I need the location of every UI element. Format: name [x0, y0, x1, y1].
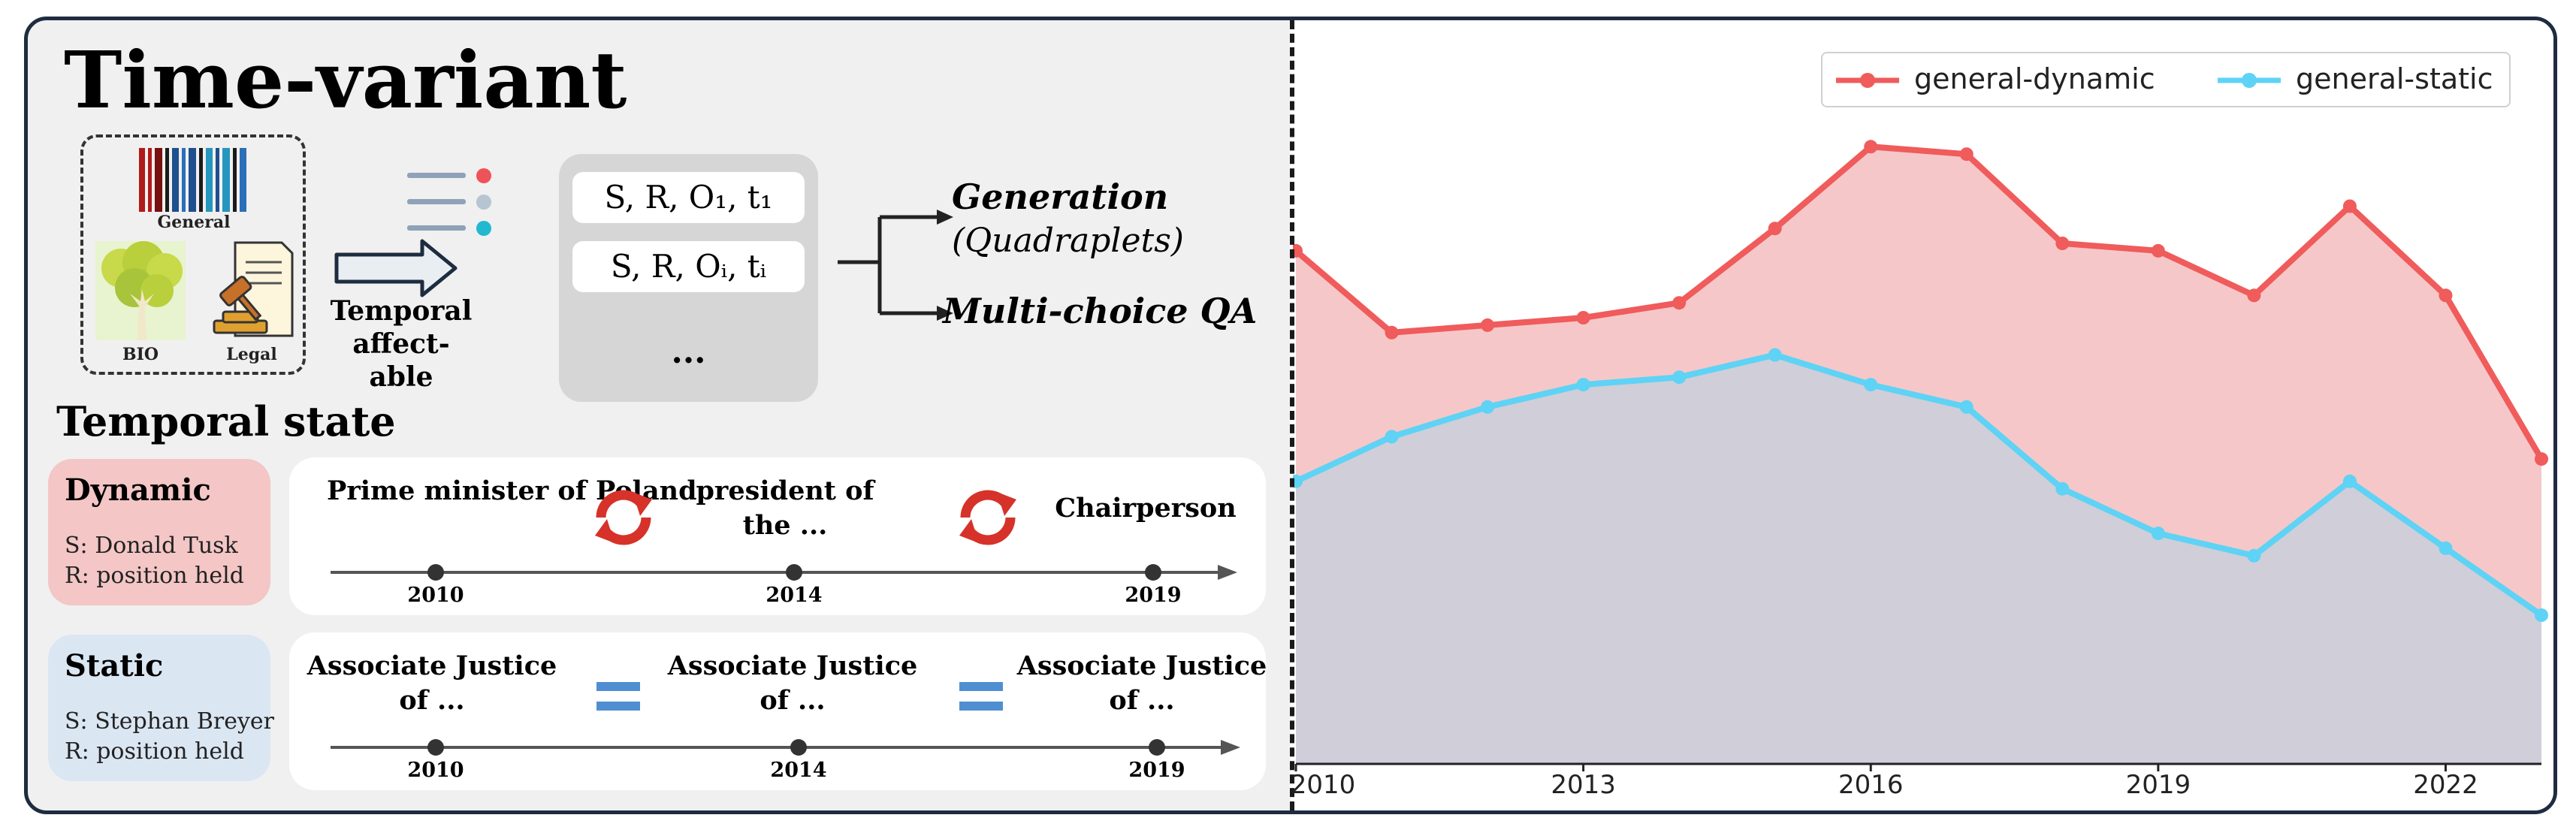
point-general-dynamic-2012: [1481, 318, 1495, 332]
point-general-static-2022: [2439, 541, 2453, 555]
legend-swatch-static: [2218, 73, 2281, 88]
knowledge-source-box: General BIO Legal: [80, 134, 306, 375]
point-general-dynamic-2018: [2055, 237, 2070, 250]
bio-tree-icon: [95, 241, 186, 340]
point-general-static-2013: [1576, 378, 1590, 392]
line-general-static: [1294, 352, 2544, 618]
static-subject: S: Stephan Breyer: [65, 708, 275, 735]
figure-title: Time-variant: [64, 34, 627, 126]
area-general-static: [1296, 355, 2541, 764]
point-general-static-2023: [2535, 608, 2548, 622]
point-general-dynamic-2011: [1385, 325, 1399, 340]
static-label-2014: Associate Justice of ...: [667, 650, 918, 716]
point-general-dynamic-2020: [2247, 288, 2261, 303]
static-relation: R: position held: [65, 738, 244, 765]
mcqa-label: Multi-choice QA: [943, 291, 1258, 331]
static-timeline-box: Associate Justice of ... Associate Justi…: [289, 632, 1267, 790]
dynamic-subject: S: Donald Tusk: [65, 533, 238, 559]
point-general-dynamic-2010: [1293, 243, 1303, 258]
equals-icon: [596, 682, 640, 711]
static-title: Static: [65, 648, 164, 684]
dynamic-relation: R: position held: [65, 563, 244, 589]
chart-legend: general-dynamic general-static: [1821, 52, 2511, 107]
point-general-static-2019: [2151, 527, 2165, 541]
point-general-static-2017: [1959, 400, 1974, 414]
panel-divider: [1290, 20, 1294, 810]
area-chart: [1293, 140, 2548, 771]
static-label-2019: Associate Justice of ...: [1016, 650, 1267, 716]
generation-label: Generation: [952, 177, 1169, 217]
static-timeline-axis: [331, 739, 1240, 756]
point-general-static-2021: [2342, 474, 2357, 488]
point-general-static-2016: [1864, 378, 1878, 392]
point-general-static-2012: [1481, 400, 1495, 414]
point-general-static-2011: [1385, 430, 1399, 444]
dynamic-year-2014: 2014: [766, 584, 823, 607]
right-arrow-icon: [334, 239, 458, 297]
point-general-dynamic-2022: [2439, 288, 2453, 303]
dynamic-timeline-axis: [331, 564, 1237, 581]
quadruplet-ellipsis: ...: [671, 333, 706, 371]
point-general-dynamic-2017: [1959, 147, 1974, 161]
point-general-static-2014: [1672, 370, 1687, 385]
bio-label: BIO: [122, 345, 159, 364]
point-general-static-2015: [1768, 348, 1782, 362]
temporal-affectable-label: Temporal affect-able: [330, 295, 473, 393]
point-general-static-2010: [1293, 474, 1303, 488]
temporal-state-heading: Temporal state: [56, 397, 396, 445]
list-icon: [407, 168, 491, 236]
dynamic-state-box: Dynamic S: Donald Tusk R: position held: [48, 459, 270, 605]
static-year-2014: 2014: [770, 759, 827, 782]
x-tick-label-2016: 2016: [1838, 770, 1904, 800]
general-barcode-icon: [139, 148, 246, 212]
point-general-dynamic-2015: [1768, 222, 1782, 236]
quadruplet-first: S, R, O₁, t₁: [572, 172, 805, 223]
static-state-box: Static S: Stephan Breyer R: position hel…: [48, 635, 274, 781]
change-cycle-icon: [959, 490, 1016, 545]
static-label-2010: Associate Justice of ...: [307, 650, 557, 716]
dynamic-label-2014: president of the ...: [696, 475, 874, 541]
branch-arrow-icon: [838, 210, 953, 321]
point-general-dynamic-2013: [1576, 311, 1590, 324]
legend-swatch-dynamic: [1836, 73, 1899, 88]
dynamic-label-2010: Prime minister of Poland: [327, 475, 697, 506]
generation-sub-label: (Quadraplets): [952, 222, 1184, 260]
static-year-2019: 2019: [1128, 759, 1185, 782]
dynamic-timeline-box: Prime minister of Poland president of th…: [289, 457, 1266, 615]
point-general-dynamic-2023: [2535, 452, 2548, 466]
point-general-dynamic-2016: [1864, 140, 1878, 154]
x-tick-label-2019: 2019: [2125, 770, 2191, 800]
dynamic-title: Dynamic: [65, 472, 211, 508]
legend-label-static: general-static: [2296, 62, 2493, 95]
dynamic-year-2010: 2010: [407, 584, 464, 607]
point-general-dynamic-2019: [2151, 243, 2165, 258]
x-tick-label-2022: 2022: [2413, 770, 2478, 800]
line-general-dynamic: [1294, 143, 2544, 461]
point-general-dynamic-2014: [1672, 296, 1687, 310]
figure-frame: Time-variant General BIO: [24, 17, 2557, 814]
static-year-2010: 2010: [407, 759, 464, 782]
quadruplet-ith: S, R, Oᵢ, tᵢ: [572, 241, 805, 292]
legend-label-dynamic: general-dynamic: [1914, 62, 2155, 95]
quadruplet-box: S, R, O₁, t₁ S, R, Oᵢ, tᵢ ...: [559, 154, 818, 402]
legal-document-icon: [213, 241, 294, 337]
point-general-static-2020: [2247, 548, 2261, 563]
legal-label: Legal: [226, 345, 277, 364]
point-general-static-2018: [2055, 481, 2070, 496]
x-tick-label-2013: 2013: [1551, 770, 1616, 800]
dynamic-label-2019: Chairperson: [1055, 493, 1237, 524]
equals-icon: [959, 682, 1003, 711]
x-tick-label-2010: 2010: [1290, 770, 1356, 800]
dynamic-year-2019: 2019: [1125, 584, 1182, 607]
change-cycle-icon: [595, 490, 652, 545]
general-label: General: [157, 213, 231, 232]
point-general-dynamic-2021: [2342, 199, 2357, 213]
